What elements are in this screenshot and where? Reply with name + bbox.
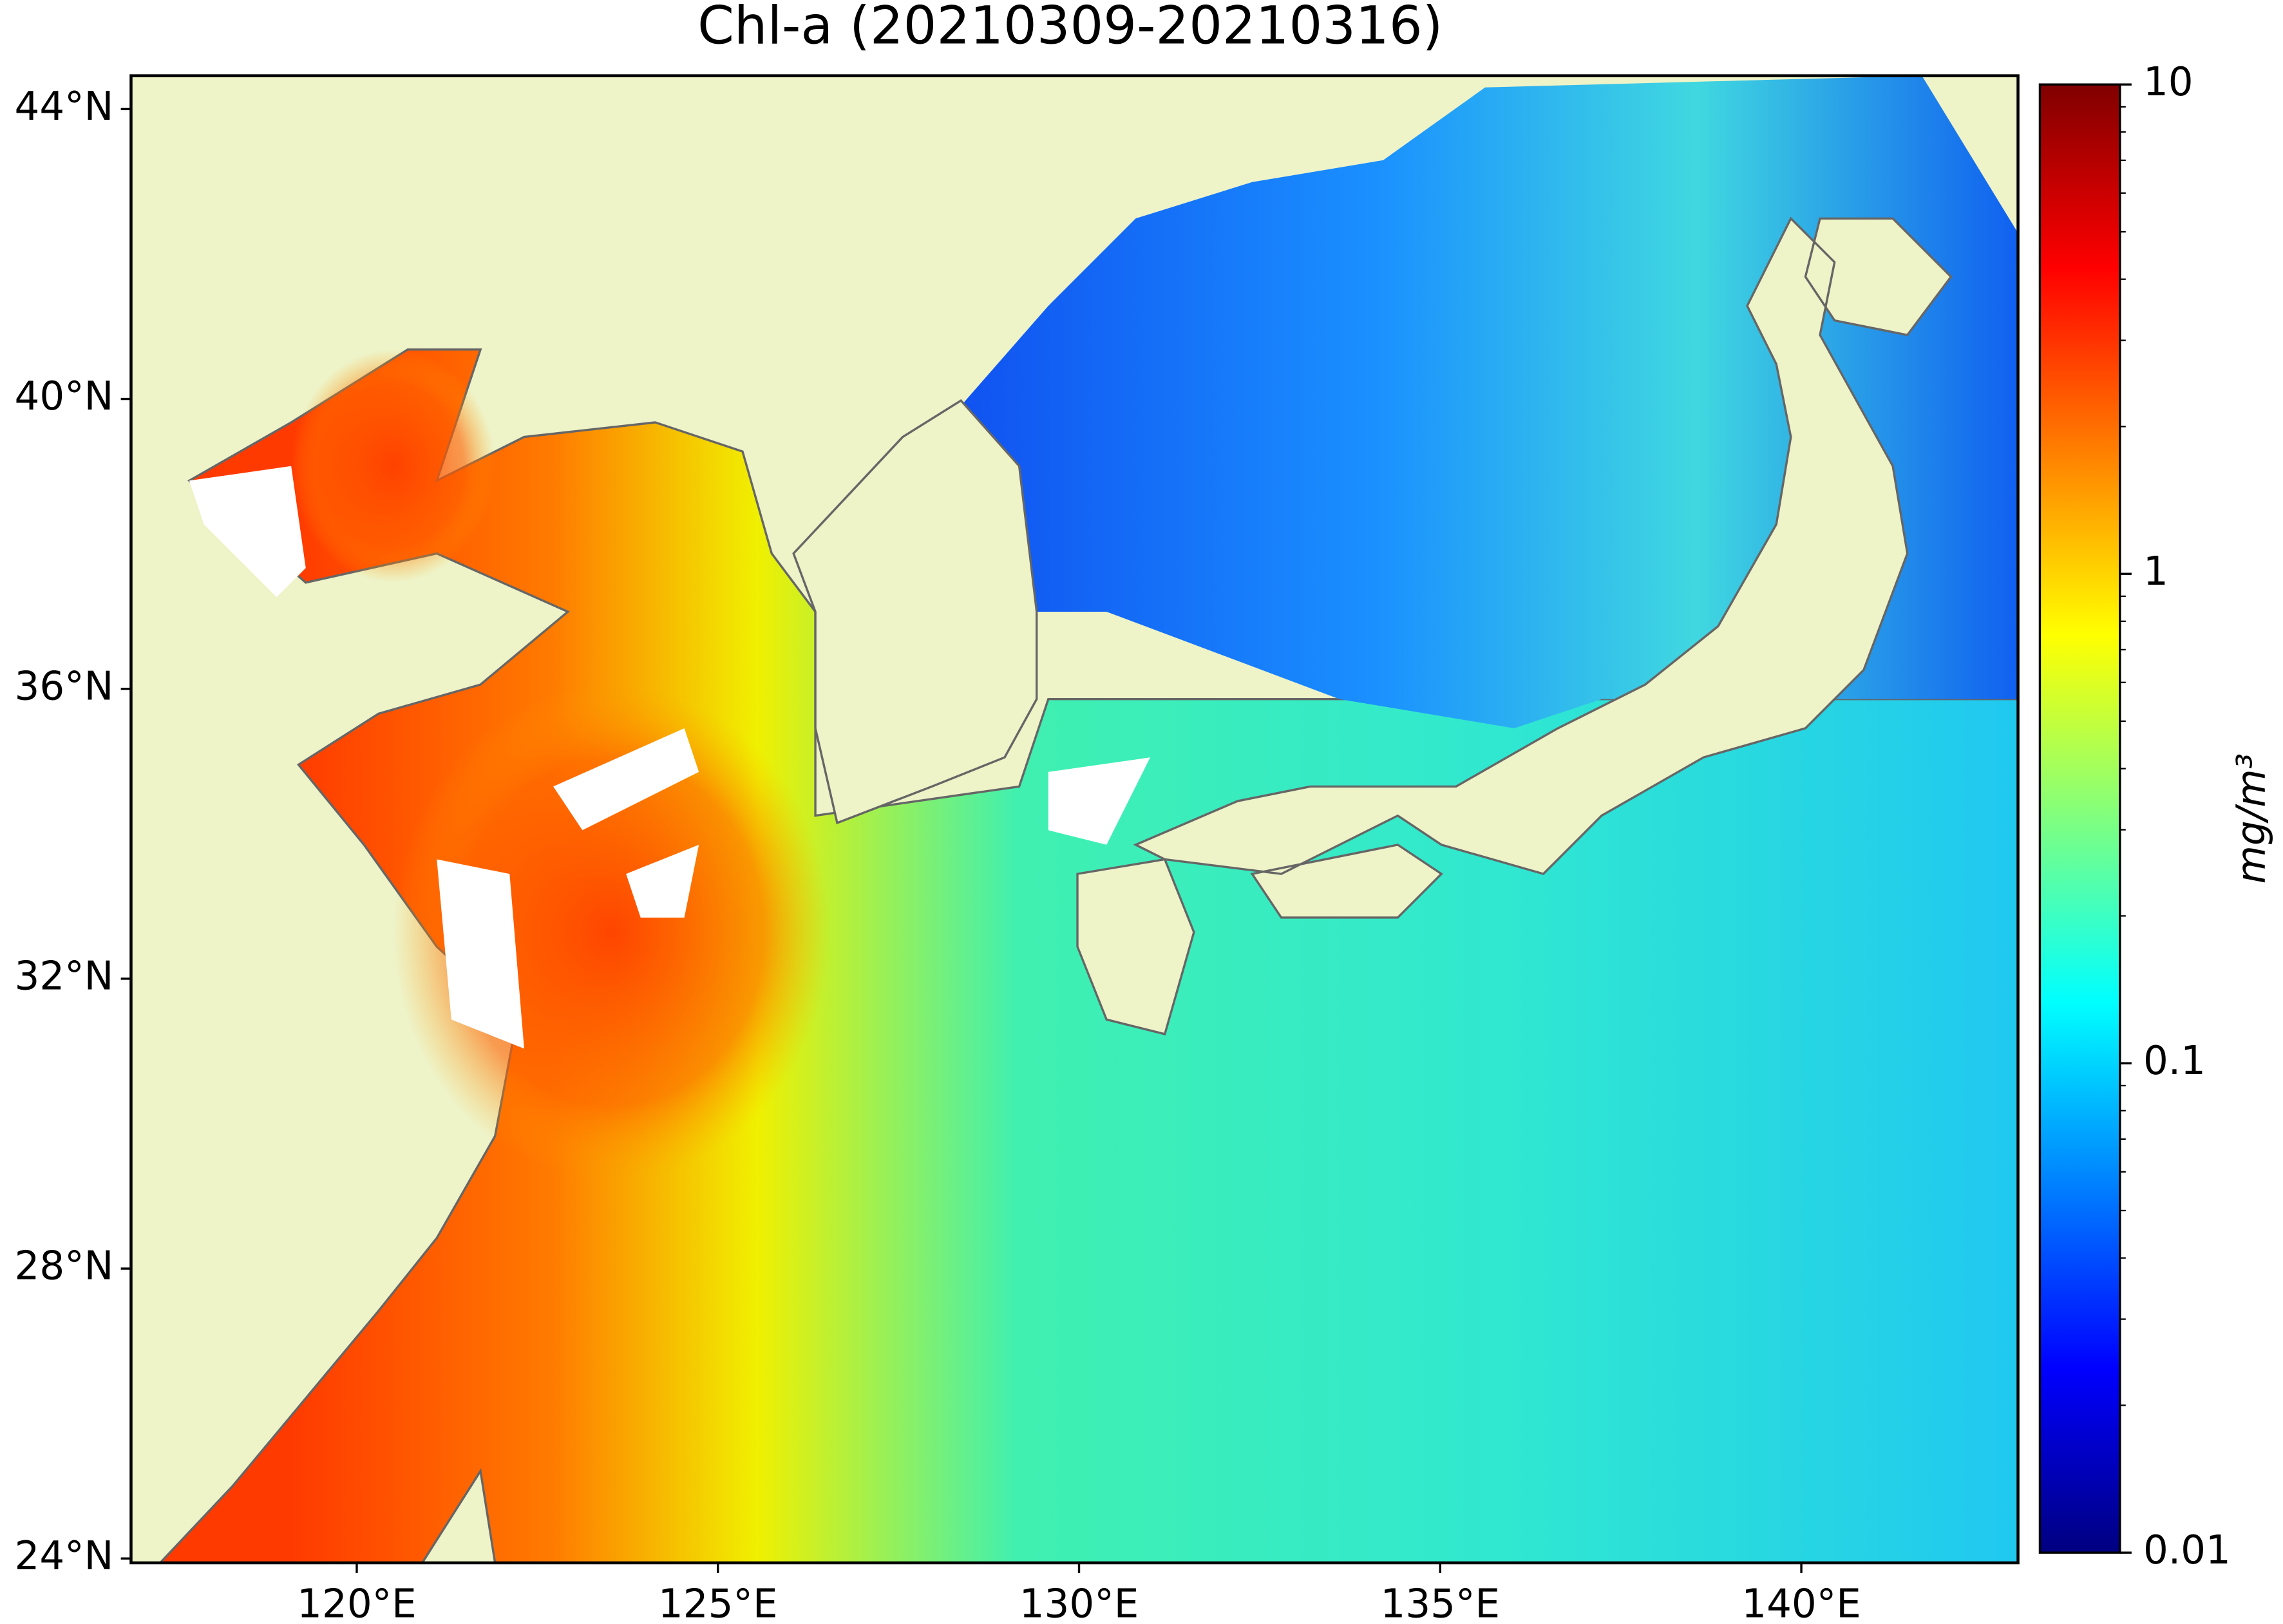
colorbar-tick-label: 1 — [2143, 549, 2168, 594]
x-tick-label: 140°E — [1741, 1581, 1861, 1624]
map-image — [131, 75, 2018, 1563]
y-tick-label: 28°N — [15, 1243, 114, 1289]
y-tick-label: 32°N — [15, 953, 114, 999]
map-frame — [129, 74, 2020, 1565]
map-title: Chl-a (20210309-20210316) — [697, 0, 1443, 57]
colorbar-label: mg/m³ — [2228, 753, 2274, 884]
cloud — [189, 466, 1151, 1049]
x-tick-label: 135°E — [1380, 1581, 1500, 1624]
colorbar-tick-label: 0.1 — [2143, 1038, 2206, 1084]
colorbar-tick-label: 0.01 — [2143, 1527, 2231, 1573]
x-tick-label: 125°E — [658, 1581, 778, 1624]
colorbar-tick-label: 10 — [2143, 59, 2193, 105]
korea — [792, 399, 1038, 825]
japan-taiwan — [421, 216, 1953, 1563]
bloom — [291, 349, 495, 583]
x-tick-label: 120°E — [297, 1581, 417, 1624]
bloom — [393, 685, 830, 1180]
colorbar — [2038, 83, 2121, 1554]
y-tick-label: 40°N — [15, 373, 114, 419]
y-tick-label: 44°N — [15, 84, 114, 129]
y-tick-label: 36°N — [15, 663, 114, 709]
x-tick-label: 130°E — [1019, 1581, 1139, 1624]
y-tick-label: 24°N — [15, 1533, 114, 1579]
sea-of-japan — [946, 75, 2018, 728]
